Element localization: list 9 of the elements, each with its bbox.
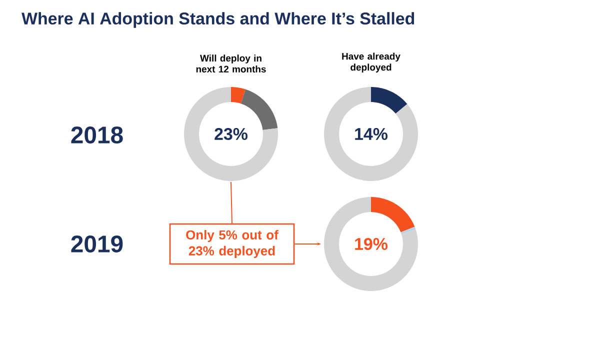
- text: Only 5% out of 23% deployed: [186, 230, 278, 258]
- text: 2019: [71, 236, 123, 252]
- text: 2018: [71, 126, 123, 144]
- chart-title: Have already deployed: [342, 52, 400, 73]
- text: 19%: [355, 238, 388, 250]
- text: 23%: [214, 128, 248, 140]
- chart-title: Will deploy in next 12 months: [196, 54, 266, 72]
- text: 14%: [355, 128, 388, 140]
- text: Where AI Adoption Stands and Where It’s Stalled: [22, 12, 414, 28]
